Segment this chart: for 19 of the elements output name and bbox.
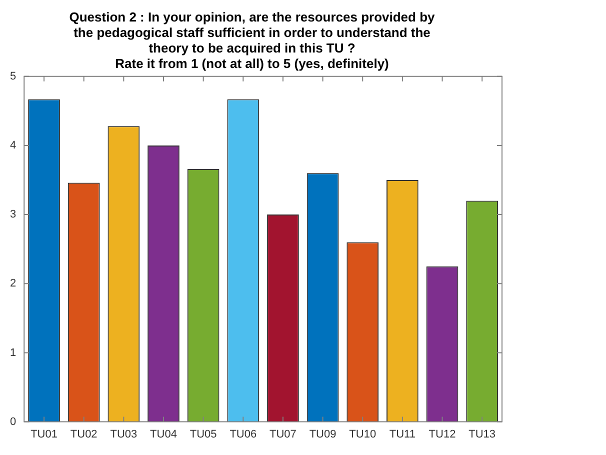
y-tick-label: 2 bbox=[10, 278, 16, 290]
x-tick-label: TU05 bbox=[190, 428, 217, 440]
x-tick-label: TU03 bbox=[110, 428, 138, 440]
x-tick-label: TU06 bbox=[230, 428, 257, 440]
y-tick-label: 1 bbox=[10, 346, 16, 359]
chart-title: Question 2 : In your opinion, are the resources provided by the pedagogical staff sufficient in order to understand the theory to be acquired in this TU ? Rate it from 1 (not at all) to 5 (yes, definitely) bbox=[69, 9, 436, 72]
x-tick-label: TU01 bbox=[30, 428, 58, 440]
y-tick-label: 4 bbox=[10, 140, 16, 152]
x-tick-label: TU02 bbox=[70, 428, 98, 440]
y-tick-label: 5 bbox=[10, 70, 16, 82]
x-tick-label: TU10 bbox=[349, 428, 376, 440]
y-tick-label: 3 bbox=[10, 208, 16, 221]
x-tick-label: TU12 bbox=[428, 428, 456, 440]
x-tick-label: TU13 bbox=[468, 428, 496, 440]
y-tick-label: 0 bbox=[10, 416, 16, 428]
x-tick-label: TU04 bbox=[150, 428, 177, 440]
x-tick-label: TU09 bbox=[309, 428, 336, 440]
x-tick-label: TU11 bbox=[389, 428, 416, 440]
x-tick-label: TU07 bbox=[270, 428, 296, 440]
